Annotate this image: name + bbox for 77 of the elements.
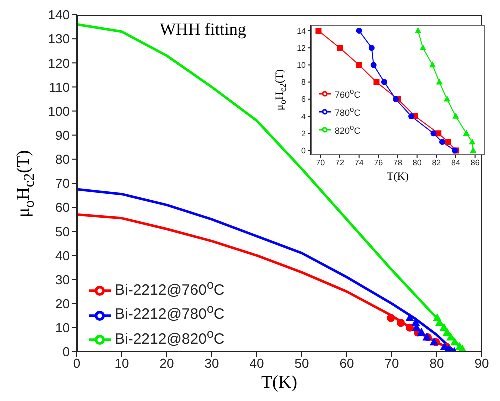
point bbox=[469, 138, 476, 145]
legend-label: 780$^{o}$C bbox=[335, 104, 361, 118]
point bbox=[452, 112, 460, 119]
y-tick-label: 20 bbox=[56, 296, 70, 312]
x-tick-label: 80 bbox=[412, 158, 422, 168]
point bbox=[368, 45, 375, 52]
point bbox=[387, 314, 396, 322]
x-tick-label: 60 bbox=[340, 356, 354, 372]
point bbox=[397, 319, 405, 328]
y-tick-label: 140 bbox=[48, 8, 70, 23]
point bbox=[417, 328, 426, 336]
x-tick-label: 90 bbox=[474, 356, 490, 372]
y-tick-label: 50 bbox=[56, 224, 70, 240]
y-tick-label: 90 bbox=[56, 128, 70, 143]
point bbox=[406, 324, 414, 332]
point bbox=[408, 114, 415, 120]
x-tick-label: 20 bbox=[160, 356, 174, 372]
y-tick-label: 4 bbox=[302, 112, 307, 122]
x-tick-label: 80 bbox=[430, 356, 444, 372]
point bbox=[374, 79, 380, 86]
point bbox=[370, 62, 377, 68]
point bbox=[436, 78, 443, 85]
point bbox=[463, 130, 470, 136]
y-tick-label: 0 bbox=[302, 146, 307, 156]
x-tick-label: 76 bbox=[374, 158, 384, 168]
x-tick-label: 78 bbox=[394, 158, 403, 168]
x-axis-title: T(K) bbox=[386, 171, 410, 183]
point bbox=[406, 314, 414, 322]
y-tick-label: 10 bbox=[297, 61, 307, 70]
legend-label: Bi-2212@760$^{o}$C bbox=[115, 278, 225, 299]
x-tick-label: 30 bbox=[204, 356, 220, 372]
point bbox=[430, 130, 437, 137]
legend-label: Bi-2212@820$^{o}$C bbox=[115, 326, 225, 348]
y-tick-label: 12 bbox=[297, 44, 307, 53]
y-tick-label: 120 bbox=[48, 56, 70, 71]
y-tick-label: 70 bbox=[56, 176, 70, 192]
x-tick-label: 70 bbox=[384, 356, 400, 372]
point bbox=[439, 139, 446, 146]
point bbox=[381, 79, 388, 86]
point bbox=[470, 147, 477, 154]
point bbox=[337, 45, 343, 52]
point bbox=[444, 96, 451, 102]
y-tick-label: 110 bbox=[49, 80, 70, 95]
x-axis-title: T(K) bbox=[260, 372, 298, 393]
point bbox=[420, 44, 426, 50]
y-tick-label: 60 bbox=[56, 200, 70, 216]
y-tick-label: 30 bbox=[56, 272, 70, 288]
x-tick-label: 82 bbox=[432, 158, 442, 168]
point bbox=[430, 338, 439, 346]
y-tick-label: 40 bbox=[56, 248, 70, 264]
legend-label: 820$^{o}$C bbox=[335, 122, 361, 136]
y-tick-label: 14 bbox=[297, 26, 307, 36]
y-tick-label: 8 bbox=[302, 78, 307, 88]
x-tick-label: 0 bbox=[73, 356, 81, 372]
x-tick-label: 70 bbox=[316, 158, 326, 168]
annotation: WHH fitting bbox=[160, 20, 246, 40]
point bbox=[445, 139, 452, 146]
y-tick-label: 100 bbox=[48, 104, 70, 119]
y-tick-label: 130 bbox=[48, 32, 70, 47]
y-tick-label: 6 bbox=[302, 95, 307, 104]
point bbox=[316, 28, 322, 34]
x-tick-label: 72 bbox=[336, 158, 345, 168]
point bbox=[430, 62, 436, 68]
y-tick-label: 0 bbox=[62, 344, 70, 360]
point bbox=[356, 62, 362, 68]
legend-label: Bi-2212@780$^{o}$C bbox=[115, 302, 225, 324]
x-tick-label: 74 bbox=[354, 158, 364, 168]
x-tick-label: 86 bbox=[470, 158, 480, 168]
x-tick-label: 10 bbox=[114, 356, 130, 372]
line-series bbox=[77, 188, 456, 352]
x-tick-label: 40 bbox=[250, 356, 264, 372]
point bbox=[415, 27, 422, 34]
point bbox=[356, 28, 362, 34]
y-tick-label: 10 bbox=[56, 320, 70, 336]
y-tick-label: 2 bbox=[302, 129, 307, 138]
x-tick-label: 84 bbox=[452, 158, 461, 168]
legend-label: 760$^{o}$C bbox=[335, 86, 361, 100]
